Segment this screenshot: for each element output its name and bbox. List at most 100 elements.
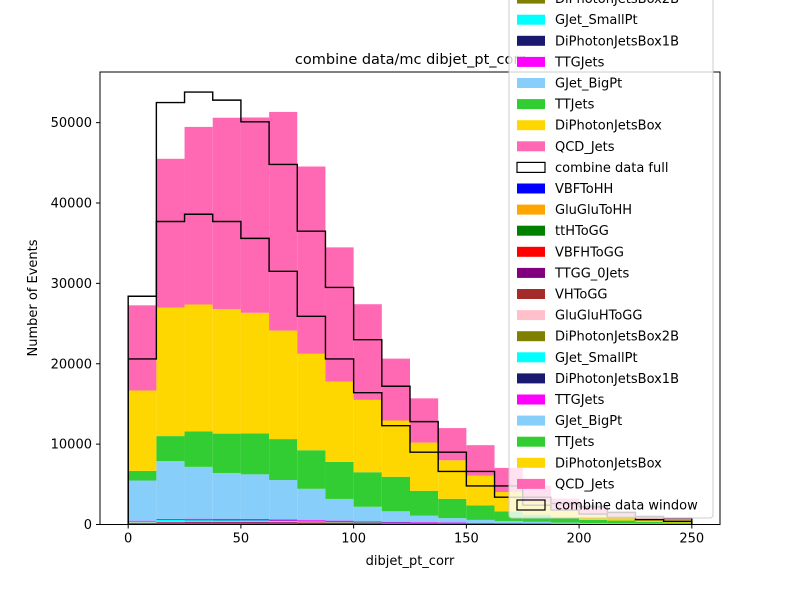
legend-swatch-19 — [517, 394, 545, 405]
bar-gjet-smallpt-bin-0 — [128, 521, 157, 523]
legend-label-5: TTJets — [554, 98, 595, 113]
bar-ttjets-bin-8 — [353, 472, 382, 507]
x-axis-ticks: 0 50 100 150 200 250 — [124, 524, 704, 547]
bar-diphotonjetsbox-bin-10 — [410, 442, 439, 491]
bar-ttjets-bin-7 — [325, 461, 354, 499]
bar-ttjets-bin-4 — [240, 433, 270, 475]
bar-gjet-bigpt-bin-4 — [240, 474, 270, 519]
bar-ttjets-bin-1 — [156, 436, 185, 462]
axes-frame — [99, 71, 721, 525]
legend-label-1: GJet_SmallPt — [555, 13, 638, 28]
y-tick-label-2: 20000 — [51, 357, 92, 372]
x-tick-label-4: 200 — [567, 532, 592, 547]
legend-swatch-2 — [517, 35, 545, 46]
bar-diphotonjetsbox-bin-8 — [353, 399, 382, 473]
legend-label-7: QCD_Jets — [555, 140, 615, 155]
bar-ttjets-bin-10 — [410, 490, 439, 516]
bar-ttgjets-bin-4 — [240, 518, 270, 521]
legend-label-22: DiPhotonJetsBox — [555, 456, 662, 471]
bar-qcd-jets-bin-19 — [663, 518, 692, 521]
bar-gjet-bigpt-bin-12 — [466, 519, 495, 523]
bar-diphotonjetsbox-bin-9 — [381, 420, 410, 477]
bar-gjet-smallpt-bin-1 — [156, 519, 185, 522]
legend-swatch-3 — [517, 56, 545, 67]
bar-ttgg-0jets-bin-2 — [184, 522, 213, 524]
legend-label-11: ttHToGG — [555, 224, 609, 239]
bar-ttgjets-bin-9 — [381, 521, 410, 523]
legend-label-3: TTGJets — [554, 55, 605, 70]
legend-swatch-16 — [517, 331, 545, 342]
bar-gjet-bigpt-bin-6 — [297, 488, 326, 521]
legend-label-15: GluGluHToGG — [555, 309, 642, 324]
legend-swatch-21 — [517, 436, 545, 447]
bar-ttjets-bin-0 — [128, 470, 157, 481]
legend-frame — [508, 0, 714, 519]
legend-label-2: DiPhotonJetsBox1B — [555, 34, 679, 49]
y-tick-label-1: 10000 — [51, 438, 92, 453]
bar-ttjets-bin-2 — [184, 431, 213, 467]
bar-ttgjets-bin-3 — [212, 518, 241, 520]
bar-gjet-bigpt-bin-8 — [353, 506, 382, 522]
bar-gjet-smallpt-bin-2 — [184, 520, 213, 522]
legend: DiPhotonJetsBox2B GJet_SmallPt DiPhotonJet… — [508, 0, 714, 519]
bar-gjet-smallpt-bin-3 — [212, 520, 241, 522]
x-tick-label-5: 250 — [679, 532, 704, 547]
legend-swatch-6 — [517, 120, 545, 131]
bar-qcd-jets-bin-1 — [156, 158, 185, 308]
bar-gjet-bigpt-bin-13 — [494, 520, 523, 524]
legend-swatch-17 — [517, 352, 545, 363]
bar-gjet-bigpt-bin-1 — [156, 461, 185, 519]
bar-ttjets-bin-5 — [269, 439, 298, 481]
bar-gjet-bigpt-bin-2 — [184, 466, 213, 519]
legend-swatch-13 — [517, 267, 545, 278]
bar-gjet-bigpt-bin-10 — [410, 515, 439, 523]
bar-ttgjets-bin-7 — [325, 520, 354, 522]
bar-diphotonjetsbox-bin-5 — [269, 330, 298, 440]
bar-diphotonjetsbox-bin-0 — [128, 390, 157, 471]
bar-diphotonjetsbox-bin-6 — [297, 353, 326, 451]
bar-gjet-smallpt-bin-4 — [240, 520, 270, 522]
bar-ttjets-bin-18 — [635, 522, 664, 524]
bar-ttgjets-bin-8 — [353, 521, 382, 523]
legend-swatch-11 — [517, 225, 545, 236]
bar-glugluhtogg-bin-4 — [240, 521, 270, 523]
legend-swatch-22 — [517, 457, 545, 468]
x-tick-label-1: 50 — [233, 532, 250, 547]
legend-swatch-8 — [516, 161, 546, 173]
bar-gjet-bigpt-bin-5 — [269, 480, 298, 520]
bar-gjet-bigpt-bin-0 — [128, 480, 157, 521]
bar-ttjets-bin-19 — [663, 522, 692, 524]
legend-label-18: DiPhotonJetsBox1B — [555, 372, 679, 387]
bar-diphotonjetsbox-bin-7 — [325, 381, 354, 462]
bar-ttjets-bin-16 — [579, 519, 608, 524]
bar-glugluhtogg-bin-3 — [212, 521, 241, 523]
chart-title: combine data/mc dibjet_pt_corr — [295, 52, 525, 68]
legend-label-6: DiPhotonJetsBox — [555, 119, 662, 134]
legend-label-10: GluGluToHH — [555, 203, 632, 218]
bar-qcd-jets-bin-10 — [410, 398, 439, 443]
bar-diphotonjetsbox-bin-4 — [240, 312, 270, 434]
bar-ttgg-0jets-bin-3 — [212, 522, 241, 524]
bar-diphotonjetsbox-bin-3 — [212, 309, 241, 434]
bar-ttgjets-bin-5 — [269, 519, 298, 521]
legend-swatch-24 — [516, 499, 546, 511]
x-tick-label-3: 150 — [454, 532, 479, 547]
y-axis-label: Number of Events — [26, 239, 41, 356]
legend-swatch-14 — [517, 289, 545, 299]
legend-swatch-1 — [517, 14, 545, 25]
legend-label-20: GJet_BigPt — [555, 414, 622, 429]
y-tick-label-0: 0 — [84, 518, 92, 533]
legend-label-8: combine data full — [555, 161, 668, 176]
bar-qcd-jets-bin-3 — [212, 117, 241, 310]
bar-ttgg-0jets-bin-1 — [156, 522, 185, 524]
legend-swatch-20 — [517, 415, 545, 426]
bar-ttgg-0jets-bin-6 — [297, 522, 326, 524]
bar-qcd-jets-bin-2 — [184, 126, 213, 305]
legend-swatch-5 — [517, 99, 545, 110]
legend-swatch-18 — [517, 373, 545, 384]
bar-qcd-jets-bin-0 — [128, 305, 157, 391]
bar-qcd-jets-bin-4 — [240, 117, 270, 313]
legend-label-12: VBFHToGG — [555, 245, 624, 260]
legend-label-17: GJet_SmallPt — [555, 351, 638, 366]
bar-qcd-jets-bin-7 — [325, 247, 354, 382]
